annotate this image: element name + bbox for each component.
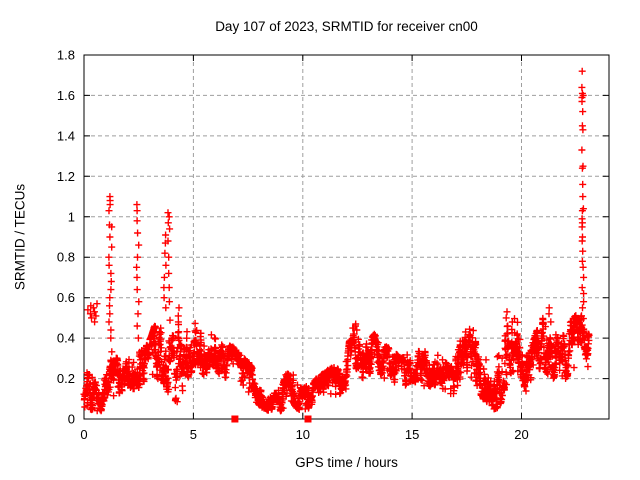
y-tick-label: 1.8: [57, 48, 75, 63]
chart-title: Day 107 of 2023, SRMTID for receiver cn0…: [215, 19, 478, 34]
x-tick-label: 5: [190, 427, 197, 442]
y-tick-label: 0.6: [57, 290, 75, 305]
y-tick-label: 1.6: [57, 88, 75, 103]
y-tick-label: 1: [68, 209, 75, 224]
plot-border: [83, 54, 610, 420]
y-tick-label: 0.8: [57, 250, 75, 265]
y-tick-label: 0.2: [57, 371, 75, 386]
axis-tick-marks: [83, 54, 609, 420]
x-tick-label: 20: [514, 427, 528, 442]
x-tick-label: 0: [80, 427, 87, 442]
y-tick-label: 1.2: [57, 169, 75, 184]
y-tick-label: 0: [68, 412, 75, 427]
zero-flag-square: [231, 415, 239, 423]
y-tick-label: 0.4: [57, 331, 75, 346]
scatter-points: [80, 67, 593, 415]
x-tick-label: 15: [405, 427, 419, 442]
x-axis-title: GPS time / hours: [295, 455, 398, 470]
y-tick-label: 1.4: [57, 128, 75, 143]
zero-flag-square: [304, 415, 312, 423]
x-tick-label: 10: [296, 427, 310, 442]
